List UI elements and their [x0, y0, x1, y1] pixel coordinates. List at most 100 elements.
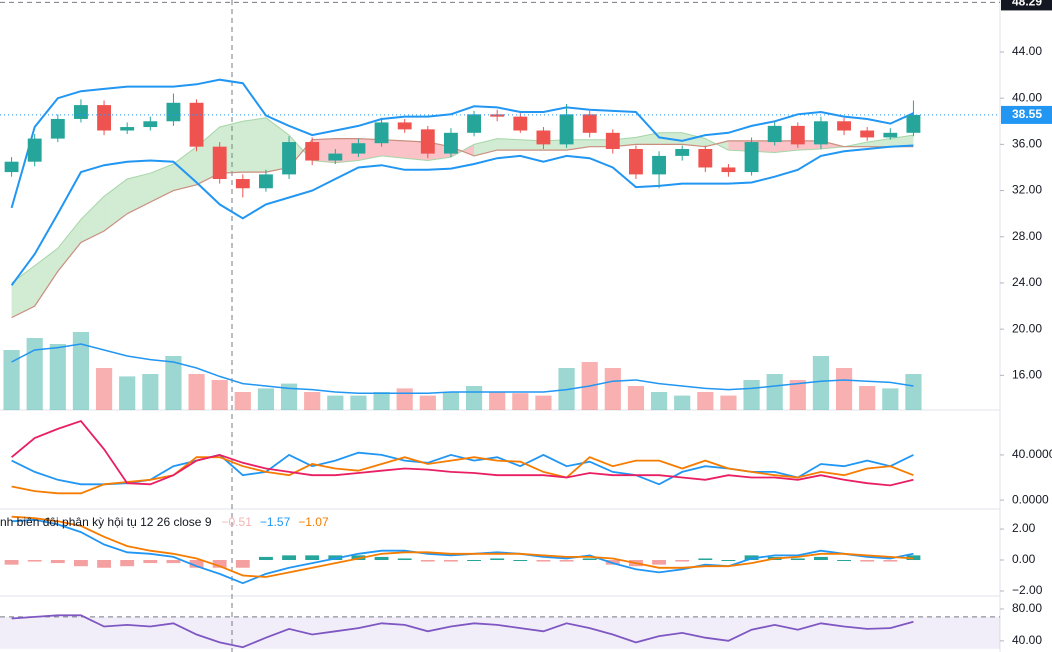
last-price-label: 38.55: [1012, 107, 1042, 121]
histogram-bar: [189, 560, 204, 568]
cloud: [867, 138, 891, 147]
cloud: [127, 173, 151, 214]
candle-body: [282, 142, 296, 175]
y-tick-label: 0.0000: [1012, 492, 1049, 506]
candle-body: [328, 153, 343, 161]
volume-bar: [859, 386, 876, 410]
volume-bar: [604, 368, 621, 410]
histogram-bar: [721, 560, 736, 562]
volume-bar: [743, 380, 760, 410]
volume-bar: [674, 395, 691, 410]
volume-bar: [188, 374, 205, 410]
candle-body: [744, 142, 759, 173]
y-tick-label: 80.00: [1012, 601, 1042, 615]
histogram-bar: [837, 560, 851, 562]
volume-bar: [882, 388, 899, 410]
histogram-bar: [860, 560, 875, 562]
volume-bar: [627, 386, 645, 410]
volume-bar: [234, 392, 251, 410]
candle-body: [513, 116, 528, 131]
histogram-bar: [559, 560, 574, 562]
volume-bar: [720, 395, 737, 410]
cloud: [11, 265, 35, 318]
histogram-bar: [97, 560, 111, 568]
cloud: [635, 132, 660, 145]
histogram-bar: [790, 558, 805, 561]
volume-bar: [419, 395, 436, 410]
candle-body: [860, 130, 875, 138]
crosshair-label: 48.29: [1012, 0, 1042, 9]
candle-body: [212, 146, 227, 180]
candle-body: [698, 148, 713, 168]
volume-bar: [350, 395, 367, 410]
candle-body: [467, 114, 481, 133]
volume-bar: [257, 388, 275, 410]
volume-bar: [697, 392, 714, 410]
volume-bar: [535, 395, 552, 410]
crosshair-box: [1001, 0, 1052, 11]
candle-body: [143, 121, 158, 128]
histogram-bar: [582, 558, 597, 561]
volume-bar: [650, 392, 668, 410]
y-tick-label: 40.0000: [1012, 447, 1052, 461]
candle-body: [27, 138, 42, 162]
histogram-bar: [235, 560, 250, 568]
candle-body: [814, 121, 828, 145]
candle-body: [536, 130, 551, 145]
candle-body: [397, 122, 412, 130]
candle-body: [605, 132, 620, 149]
y-tick-label: 24.00: [1012, 275, 1042, 289]
candle-body: [767, 125, 782, 143]
candle-body: [259, 174, 273, 189]
histogram-bar: [50, 560, 65, 564]
candle-body: [675, 148, 690, 156]
candle-body: [790, 125, 805, 145]
y-tick-label: 20.00: [1012, 321, 1042, 335]
candle-body: [235, 179, 250, 189]
y-tick-label: −2.00: [1012, 583, 1043, 597]
y-tick-label: 36.00: [1012, 137, 1042, 151]
volume-bar: [304, 392, 321, 410]
volume-bar: [442, 392, 460, 410]
volume-bar: [165, 356, 182, 410]
histogram-bar: [490, 558, 505, 561]
candle-body: [490, 114, 505, 117]
volume-bar: [49, 344, 66, 410]
indicator-line: [11, 419, 914, 487]
histogram-bar: [120, 560, 135, 567]
volume-bar: [789, 380, 806, 410]
volume-bar: [396, 388, 413, 410]
candle-body: [305, 142, 320, 161]
volume-bar: [373, 392, 390, 410]
cloud: [104, 179, 128, 231]
histogram-bar: [883, 560, 898, 562]
histogram-bar: [259, 556, 273, 561]
volume-bar: [280, 383, 298, 410]
legend-value: −0.51: [222, 515, 253, 529]
candle-body: [721, 167, 736, 173]
volume-bar: [72, 332, 90, 410]
cloud: [497, 138, 521, 151]
candle-body: [120, 127, 135, 131]
volume-bar: [489, 392, 506, 410]
candle-body: [652, 155, 666, 175]
volume-bar: [119, 376, 136, 410]
cloud: [381, 139, 405, 159]
candle-body: [97, 105, 111, 131]
histogram-bar: [27, 560, 42, 562]
indicator-line: [11, 614, 914, 649]
histogram-bar: [397, 558, 412, 561]
candle-body: [559, 114, 574, 145]
histogram-bar: [444, 560, 458, 562]
indicator-line: [11, 515, 914, 578]
y-tick-label: 0.00: [1012, 552, 1036, 566]
y-tick-label: 44.00: [1012, 44, 1042, 58]
cloud: [682, 132, 706, 147]
histogram-bar: [420, 560, 435, 562]
candle-body: [74, 105, 88, 119]
candle-body: [166, 102, 181, 122]
candle-body: [374, 122, 389, 144]
volume-bar: [905, 374, 922, 410]
volume-ma: [11, 343, 914, 394]
